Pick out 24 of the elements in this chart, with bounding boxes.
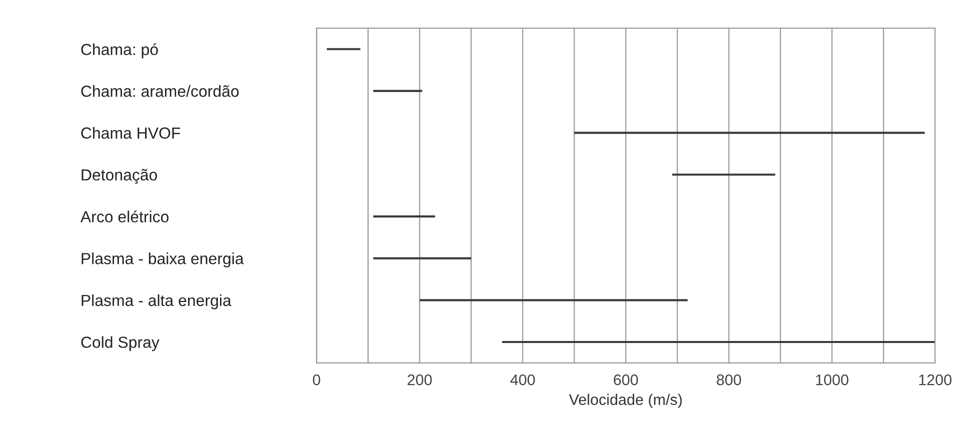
x-tick-label: 200 xyxy=(408,374,432,386)
x-tick-label: 1200 xyxy=(919,374,952,386)
bar xyxy=(326,48,360,50)
bar xyxy=(373,215,436,218)
x-tick-label: 1000 xyxy=(816,374,848,386)
y-tick-label: Detonação xyxy=(82,168,158,184)
bar xyxy=(420,299,688,302)
y-tick-label: Cold Spray xyxy=(81,336,160,352)
x-tick-label: 0 xyxy=(312,374,320,386)
bar xyxy=(373,90,422,92)
x-tick-label: 400 xyxy=(510,374,535,386)
x-tick-label: 800 xyxy=(716,374,742,386)
y-tick-label: Plasma - baixa energia xyxy=(82,252,244,268)
bar xyxy=(502,340,936,344)
x-tick-label: 600 xyxy=(614,374,638,386)
x-axis-title: Velocidade (m/s) xyxy=(568,394,682,408)
y-tick-label: Chama: arame/cordão xyxy=(81,85,239,97)
y-tick-label: Chama: pó xyxy=(81,43,158,58)
y-tick-label: Arco elétrico xyxy=(80,210,169,222)
y-tick-label: Plasma - alta energia xyxy=(82,294,232,310)
bar xyxy=(672,174,776,176)
bar xyxy=(574,132,925,134)
bar xyxy=(373,257,472,260)
y-tick-label: Chama HVOF xyxy=(81,127,180,139)
